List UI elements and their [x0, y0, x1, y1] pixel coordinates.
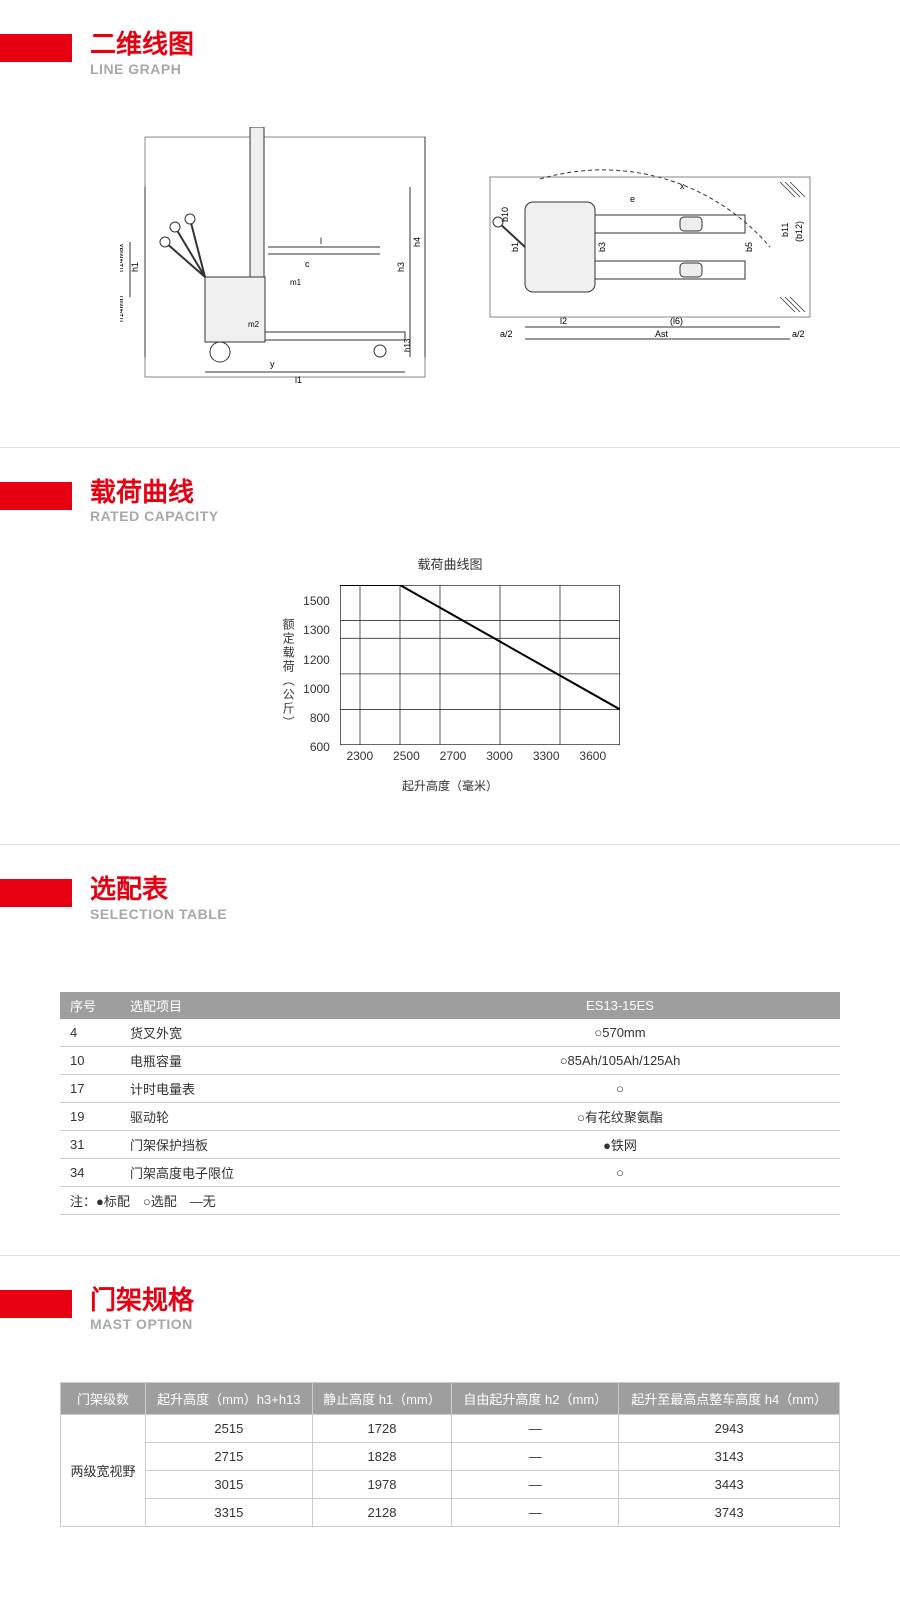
title-cn: 二维线图	[90, 30, 194, 59]
table-row: 34门架高度电子限位○	[60, 1158, 840, 1186]
svg-text:a/2: a/2	[792, 329, 805, 339]
section-selection: 选配表 SELECTION TABLE 序号选配项目ES13-15ES 4货叉外…	[0, 845, 900, 1256]
accent-block	[0, 482, 72, 510]
svg-text:e: e	[630, 194, 635, 204]
title-en: MAST OPTION	[90, 1316, 194, 1332]
table-row: 33152128—3743	[61, 1499, 840, 1527]
svg-text:h13: h13	[403, 338, 412, 352]
table-header: 门架级数	[61, 1383, 146, 1415]
chart-yticks: 1500130012001000800600	[303, 594, 330, 754]
table-row: 10电瓶容量○85Ah/105Ah/125Ah	[60, 1046, 840, 1074]
svg-text:m2: m2	[248, 320, 260, 329]
chart-ylabel: 额定载荷（公斤）	[280, 618, 297, 730]
table-header: 自由起升高度 h2（mm）	[452, 1383, 619, 1415]
row-group-label: 两级宽视野	[61, 1415, 146, 1527]
dimension-diagrams: h1 h14Max h14Min h4 h3 l c m1 m2 l1 y h1…	[0, 107, 900, 417]
section-header: 载荷曲线 RATED CAPACITY	[0, 478, 900, 525]
table-row: 4货叉外宽○570mm	[60, 1019, 840, 1047]
capacity-chart: 载荷曲线图 额定载荷（公斤） 1500130012001000800600 23…	[0, 554, 900, 814]
table-row: 17计时电量表○	[60, 1074, 840, 1102]
svg-text:x: x	[680, 181, 685, 191]
table-row: 31门架保护挡板●铁网	[60, 1130, 840, 1158]
title-en: RATED CAPACITY	[90, 508, 219, 524]
chart-xticks: 230025002700300033003600	[337, 749, 620, 763]
title-en: SELECTION TABLE	[90, 906, 227, 922]
section-header: 二维线图 LINE GRAPH	[0, 30, 900, 77]
table-header: 选配项目	[120, 992, 400, 1019]
svg-text:h4: h4	[412, 237, 422, 247]
section-line-graph: 二维线图 LINE GRAPH h1	[0, 0, 900, 448]
title-cn: 载荷曲线	[90, 478, 219, 507]
svg-text:(l6): (l6)	[670, 316, 683, 326]
table-row: 30151978—3443	[61, 1471, 840, 1499]
svg-text:h14Min: h14Min	[120, 295, 125, 321]
title-cn: 选配表	[90, 875, 227, 904]
section-header: 选配表 SELECTION TABLE	[0, 875, 900, 922]
svg-text:(b12): (b12)	[794, 221, 804, 242]
svg-text:h3: h3	[396, 262, 406, 272]
selection-table: 序号选配项目ES13-15ES 4货叉外宽○570mm10电瓶容量○85Ah/1…	[60, 992, 840, 1215]
svg-text:c: c	[305, 259, 310, 269]
section-rated-capacity: 载荷曲线 RATED CAPACITY 载荷曲线图 额定载荷（公斤） 15001…	[0, 448, 900, 846]
svg-text:b10: b10	[500, 207, 510, 222]
table-row: 27151828—3143	[61, 1443, 840, 1471]
svg-text:b5: b5	[744, 242, 754, 252]
chart-plot	[340, 585, 620, 745]
table-row: 19驱动轮○有花纹聚氨酯	[60, 1102, 840, 1130]
table-header: 序号	[60, 992, 120, 1019]
accent-block	[0, 34, 72, 62]
title-cn: 门架规格	[90, 1286, 194, 1315]
top-view-diagram: b10 b1 b3 b5 b11 (b12) x e l2 (l6) Ast a…	[480, 167, 820, 347]
svg-text:a/2: a/2	[500, 329, 513, 339]
svg-text:b1: b1	[510, 242, 520, 252]
side-view-diagram: h1 h14Max h14Min h4 h3 l c m1 m2 l1 y h1…	[120, 127, 440, 397]
table-header: ES13-15ES	[400, 992, 840, 1019]
accent-block	[0, 1290, 72, 1318]
section-header: 门架规格 MAST OPTION	[0, 1286, 900, 1333]
table-header: 起升高度（mm）h3+h13	[146, 1383, 312, 1415]
table-header: 静止高度 h1（mm）	[312, 1383, 452, 1415]
svg-text:h14Max: h14Max	[120, 243, 125, 271]
title-en: LINE GRAPH	[90, 61, 194, 77]
section-mast: 门架规格 MAST OPTION 门架级数起升高度（mm）h3+h13静止高度 …	[0, 1256, 900, 1598]
svg-text:l2: l2	[560, 316, 567, 326]
svg-text:Ast: Ast	[655, 329, 669, 339]
svg-text:b11: b11	[780, 222, 790, 236]
table-header: 起升至最高点整车高度 h4（mm）	[619, 1383, 840, 1415]
svg-text:b3: b3	[597, 242, 607, 252]
accent-block	[0, 879, 72, 907]
table-row: 两级宽视野25151728—2943	[61, 1415, 840, 1443]
chart-xlabel: 起升高度（毫米）	[402, 777, 498, 794]
svg-text:h1: h1	[130, 262, 140, 272]
svg-text:m1: m1	[290, 278, 302, 287]
mast-table: 门架级数起升高度（mm）h3+h13静止高度 h1（mm）自由起升高度 h2（m…	[60, 1382, 840, 1527]
table-note: 注：●标配 ○选配 —无	[60, 1186, 840, 1214]
chart-title: 载荷曲线图	[417, 554, 482, 573]
svg-text:y: y	[270, 359, 275, 369]
svg-text:l: l	[320, 236, 322, 246]
svg-text:l1: l1	[295, 375, 302, 385]
